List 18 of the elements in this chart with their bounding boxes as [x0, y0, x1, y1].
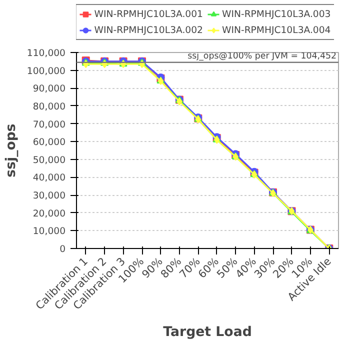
y-tick-label: 0: [60, 244, 66, 255]
y-tick-label: 60,000: [32, 137, 66, 148]
y-tick-label: 100,000: [26, 66, 66, 77]
y-axis-title: ssj_ops: [4, 124, 19, 178]
y-tick-label: 30,000: [32, 190, 66, 202]
y-tick-label: 40,000: [32, 172, 66, 184]
x-axis-title: Target Load: [163, 324, 252, 340]
legend-label: WIN-RPMHJC10L3A.002: [94, 24, 203, 36]
y-tick-label: 10,000: [32, 226, 66, 238]
y-tick-label: 110,000: [26, 48, 66, 59]
legend-label: WIN-RPMHJC10L3A.003: [222, 8, 331, 20]
y-tick-label: 50,000: [32, 154, 66, 166]
legend-label: WIN-RPMHJC10L3A.001: [94, 8, 203, 20]
legend-label: WIN-RPMHJC10L3A.004: [222, 24, 331, 36]
y-tick-label: 80,000: [32, 101, 66, 112]
y-tick-label: 70,000: [32, 119, 66, 130]
y-tick-label: 20,000: [32, 208, 66, 220]
y-tick-label: 90,000: [32, 84, 66, 95]
